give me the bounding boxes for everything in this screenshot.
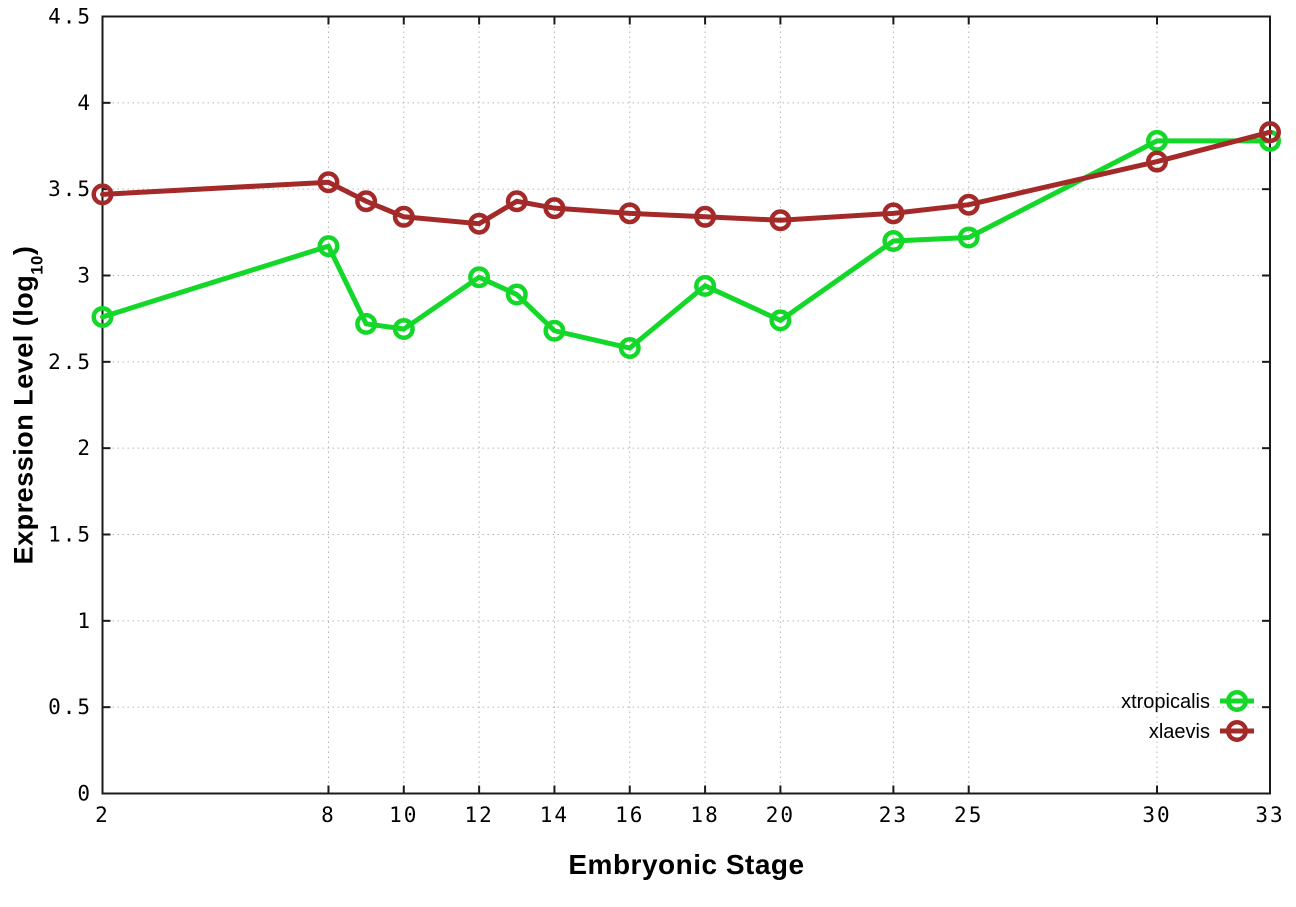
data-point-xlaevis (957, 193, 980, 216)
y-tick-label: 2.5 (48, 350, 92, 374)
legend-label-xtropicalis: xtropicalis (1121, 691, 1210, 713)
data-point-xlaevis (1259, 121, 1281, 144)
data-point-xtropicalis (91, 305, 114, 328)
data-point-xlaevis (468, 212, 491, 235)
y-tick-label: 3.5 (48, 177, 92, 201)
x-tick-label: 33 (1255, 803, 1284, 827)
data-point-xlaevis (882, 202, 905, 225)
y-tick-label: 0 (77, 782, 92, 806)
y-tick-label: 1 (77, 609, 92, 633)
legend-marker-xtropicalis (1226, 690, 1248, 712)
data-point-xtropicalis (392, 318, 415, 341)
data-point-xlaevis (694, 205, 717, 228)
x-tick-label: 12 (464, 803, 493, 827)
y-axis-title: Expression Level (log10) (8, 245, 47, 565)
x-tick-label: 16 (615, 803, 644, 827)
y-tick-label: 2 (77, 436, 92, 460)
y-axis-title-subscript: 10 (27, 255, 47, 275)
data-point-xlaevis (317, 171, 340, 194)
x-tick-label: 30 (1142, 803, 1171, 827)
series-line-xlaevis (100, 129, 1273, 227)
series-line-xtropicalis (100, 138, 1273, 351)
data-point-xtropicalis (1146, 129, 1169, 152)
data-point-xlaevis (543, 197, 566, 220)
x-tick-label: 8 (321, 803, 336, 827)
legend-label-xlaevis: xlaevis (1149, 721, 1210, 743)
data-point-xtropicalis (882, 229, 905, 252)
data-point-xtropicalis (957, 226, 980, 249)
y-tick-label: 0.5 (48, 695, 92, 719)
x-tick-label: 2 (95, 803, 110, 827)
data-point-xlaevis (355, 190, 378, 213)
plot-border (101, 15, 1271, 795)
data-point-xlaevis (769, 209, 792, 232)
x-tick-label: 14 (540, 803, 569, 827)
x-tick-label: 23 (879, 803, 908, 827)
data-point-xtropicalis (769, 309, 792, 332)
y-tick-label: 4.5 (48, 5, 92, 29)
x-tick-label: 18 (690, 803, 719, 827)
data-point-xlaevis (505, 190, 528, 213)
data-point-xtropicalis (468, 266, 491, 289)
data-point-xtropicalis (618, 337, 641, 360)
data-point-xtropicalis (317, 235, 340, 258)
y-axis-title-suffix: ) (8, 245, 39, 256)
y-tick-label: 3 (77, 264, 92, 288)
x-tick-label: 10 (389, 803, 418, 827)
data-point-xlaevis (618, 202, 641, 225)
data-point-xtropicalis (694, 274, 717, 297)
y-tick-label: 1.5 (48, 523, 92, 547)
data-point-xtropicalis (505, 283, 528, 306)
y-tick-label: 4 (77, 91, 92, 115)
y-axis-title-text: Expression Level (log (8, 274, 39, 565)
x-tick-label: 25 (954, 803, 983, 827)
x-tick-label: 20 (766, 803, 795, 827)
data-point-xtropicalis (355, 312, 378, 335)
data-point-xtropicalis (543, 319, 566, 342)
x-axis-title: Embryonic Stage (568, 849, 805, 880)
legend-marker-xlaevis (1226, 720, 1248, 742)
data-point-xlaevis (91, 183, 114, 206)
data-point-xlaevis (392, 205, 415, 228)
data-point-xlaevis (1146, 150, 1169, 173)
